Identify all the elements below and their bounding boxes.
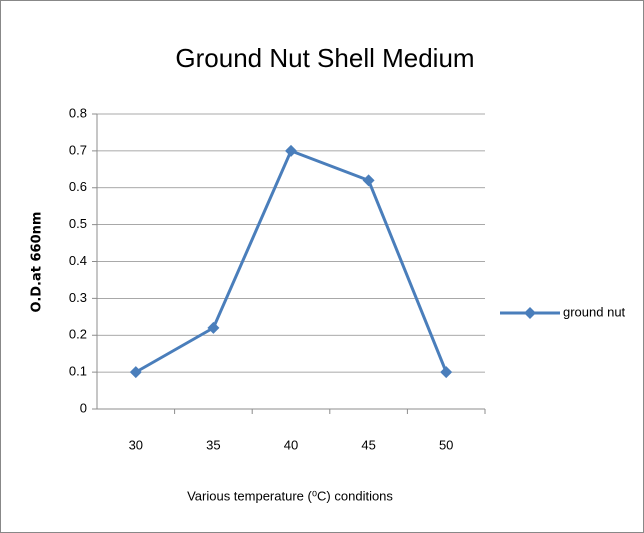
legend-marker [524, 307, 536, 319]
chart-title: Ground Nut Shell Medium [175, 43, 474, 73]
point [207, 321, 220, 334]
x-tick-label: 45 [361, 437, 375, 452]
y-tick-label: 0.3 [69, 290, 87, 305]
y-tick-label: 0.7 [69, 142, 87, 157]
x-tick-label: 30 [129, 437, 143, 452]
y-tick-label: 0.1 [69, 364, 87, 379]
y-tick-label: 0.2 [69, 327, 87, 342]
y-tick-label: 0.8 [69, 105, 87, 120]
point [362, 174, 375, 187]
point [129, 366, 142, 379]
x-tick-label: 35 [206, 437, 220, 452]
y-axis-label: O.D.at 660nm [30, 212, 45, 313]
y-tick-label: 0.4 [69, 253, 87, 268]
x-axis-label: Various temperature (⁰C) conditions [187, 488, 393, 503]
x-tick-label: 40 [284, 437, 298, 452]
y-tick-label: 0.5 [69, 216, 87, 231]
legend-label: ground nut [563, 304, 626, 319]
point [285, 144, 297, 157]
point [440, 366, 453, 379]
y-tick-label: 0.6 [69, 179, 87, 194]
x-tick-label: 50 [439, 437, 453, 452]
y-tick-label: 0 [80, 400, 87, 415]
